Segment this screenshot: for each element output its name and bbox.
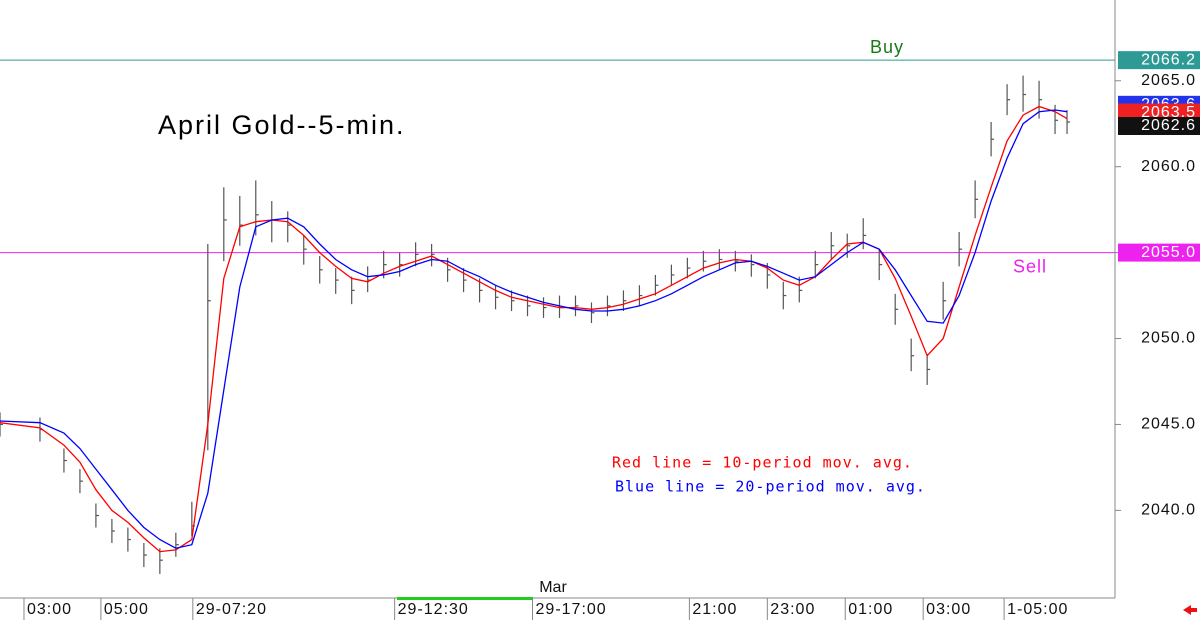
moving-average-line	[0, 105, 1068, 553]
x-tick-label: 03:00	[926, 601, 971, 618]
legend-entry: Blue line = 20-period mov. avg.	[615, 478, 926, 496]
x-tick-label: 21:00	[692, 601, 737, 618]
level-name: Buy	[870, 37, 904, 57]
x-tick-label: 23:00	[770, 601, 815, 618]
y-tick-label: 2040.0	[1141, 502, 1196, 519]
x-tick-label: 29-17:00	[536, 601, 607, 618]
x-tick-label: 03:00	[27, 601, 72, 618]
scroll-arrow[interactable]	[1183, 605, 1197, 615]
price-tag-label: 2062.6	[1141, 117, 1196, 134]
x-tick-label: 29-07:20	[196, 601, 267, 618]
level-tag	[1118, 51, 1200, 70]
level-name: Sell	[1013, 256, 1047, 276]
moving-average-line	[0, 109, 1068, 549]
price-tag	[1118, 117, 1200, 136]
level-tag-label: 2066.2	[1141, 51, 1196, 68]
chart-title: April Gold--5-min.	[158, 110, 406, 140]
y-tick-label: 2060.0	[1141, 158, 1196, 175]
x-tick-label: 1-05:00	[1007, 601, 1068, 618]
price-tag-label: 2063.5	[1141, 104, 1196, 121]
y-tick-label: 2050.0	[1141, 330, 1196, 347]
level-tag	[1118, 243, 1200, 262]
legend-entry: Red line = 10-period mov. avg.	[612, 454, 913, 472]
session-marker	[397, 597, 533, 600]
x-tick-label: 01:00	[848, 601, 893, 618]
x-tick-label: 29-12:30	[398, 601, 469, 618]
month-label: Mar	[539, 579, 567, 596]
y-tick-label: 2045.0	[1141, 416, 1196, 433]
y-tick-label: 2065.0	[1141, 72, 1196, 89]
level-tag-label: 2055.0	[1141, 244, 1196, 261]
x-tick-label: 05:00	[104, 601, 149, 618]
